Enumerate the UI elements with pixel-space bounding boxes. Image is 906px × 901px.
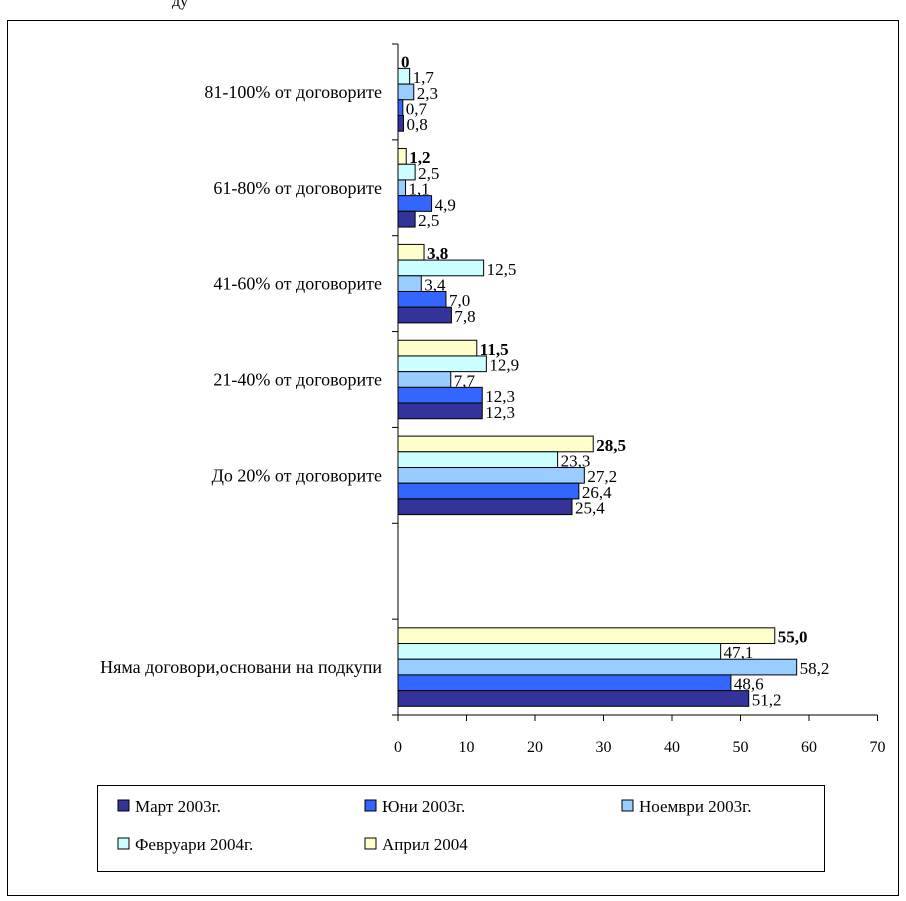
x-tick-label: 10	[459, 739, 475, 756]
bar	[397, 674, 732, 692]
bar	[397, 482, 580, 500]
bar	[397, 163, 416, 181]
bar	[397, 690, 750, 707]
bar	[397, 643, 722, 660]
data-label: 12,5	[487, 260, 517, 279]
bar	[397, 114, 404, 132]
x-tick-label: 70	[870, 739, 886, 756]
legend-swatch	[117, 799, 130, 812]
legend-label: Март 2003г.	[135, 797, 221, 816]
category-label: 81-100% от договорите	[204, 82, 382, 102]
data-label: 47,1	[724, 643, 754, 662]
data-label: 12,3	[485, 387, 515, 406]
bar	[397, 658, 798, 676]
data-label: 7,8	[454, 307, 475, 326]
data-label: 2,5	[418, 211, 439, 230]
category-label: Няма договори,основани на подкупи	[100, 657, 382, 677]
bar	[397, 259, 485, 277]
legend-label: Февруари 2004г.	[135, 835, 253, 854]
bar	[397, 67, 411, 85]
legend-swatch	[364, 799, 377, 812]
data-label: 51,2	[752, 690, 782, 709]
data-label: 7,0	[449, 291, 470, 310]
data-label: 4,9	[435, 195, 456, 214]
legend-swatch	[117, 837, 130, 850]
data-label: 1,1	[409, 180, 430, 199]
legend-swatch	[621, 799, 634, 812]
legend-label: Април 2004	[382, 835, 468, 854]
data-label: 12,3	[485, 403, 515, 422]
data-label: 3,8	[427, 244, 448, 263]
data-label: 0,7	[406, 99, 428, 118]
bar	[397, 467, 585, 484]
category-label: 41-60% от договорите	[213, 274, 382, 294]
bar	[397, 210, 416, 228]
x-tick-label: 50	[733, 739, 749, 756]
bar	[397, 371, 452, 388]
data-label: 55,0	[778, 628, 808, 647]
bar	[397, 498, 573, 516]
data-label: 1,7	[413, 68, 435, 87]
bar	[397, 179, 407, 197]
x-tick-label: 60	[801, 739, 817, 756]
bar	[397, 627, 776, 645]
category-label: 21-40% от договорите	[213, 370, 382, 390]
bar	[397, 195, 433, 212]
data-label: 58,2	[800, 659, 830, 678]
category-label: 61-80% от договорите	[213, 178, 382, 198]
chart-frame	[7, 20, 899, 896]
data-label: 2,3	[417, 84, 438, 103]
bar	[397, 402, 483, 420]
data-label: 27,2	[587, 467, 617, 486]
bar	[397, 339, 478, 357]
bar	[397, 451, 559, 469]
data-label: 0	[401, 52, 410, 71]
bar	[397, 435, 594, 453]
bar	[397, 148, 407, 165]
bar	[397, 290, 447, 308]
header-fragment: ду	[172, 0, 188, 10]
bar	[397, 306, 452, 324]
data-label: 1,2	[409, 148, 430, 167]
data-label: 3,4	[424, 275, 446, 294]
data-label: 28,5	[596, 436, 626, 455]
legend-label: Юни 2003г.	[382, 797, 465, 816]
bar	[397, 243, 425, 261]
data-label: 0,8	[406, 115, 427, 134]
data-label: 7,7	[454, 371, 476, 390]
data-label: 12,9	[489, 356, 519, 375]
data-label: 2,5	[418, 164, 439, 183]
x-tick-label: 30	[596, 739, 612, 756]
bar	[397, 99, 404, 116]
data-label: 48,6	[734, 675, 764, 694]
data-label: 25,4	[575, 499, 605, 518]
category-label: До 20% от договорите	[212, 465, 382, 485]
legend: Март 2003г. Юни 2003г. Ноември 2003г. Февру…	[97, 785, 825, 872]
bar	[397, 83, 415, 101]
legend-swatch	[364, 837, 377, 850]
x-tick-label: 40	[664, 739, 680, 756]
legend-box	[97, 785, 825, 872]
data-label: 26,4	[582, 483, 612, 502]
x-tick-label: 0	[394, 739, 402, 756]
legend-label: Ноември 2003г.	[639, 797, 751, 816]
data-label: 23,3	[561, 452, 591, 471]
bar	[397, 386, 483, 404]
bar	[397, 355, 487, 373]
bar	[397, 275, 422, 292]
x-tick-label: 20	[527, 739, 543, 756]
data-label: 11,5	[480, 340, 509, 359]
